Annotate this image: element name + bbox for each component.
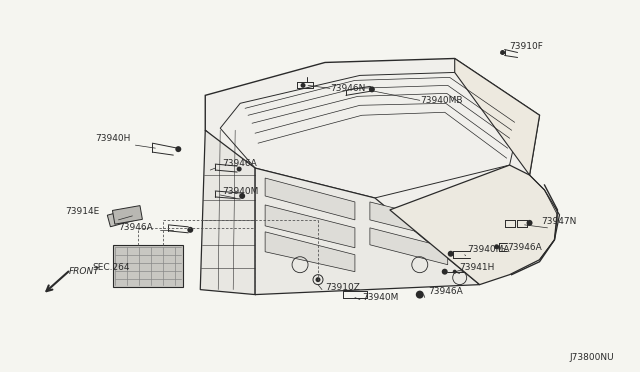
Circle shape — [175, 146, 181, 152]
Polygon shape — [454, 58, 540, 175]
Polygon shape — [390, 165, 559, 285]
Circle shape — [237, 167, 242, 171]
Text: 73946A: 73946A — [508, 243, 542, 252]
Circle shape — [188, 227, 193, 233]
Polygon shape — [370, 228, 448, 265]
Circle shape — [452, 270, 457, 274]
Circle shape — [442, 269, 448, 275]
Circle shape — [500, 50, 505, 55]
Circle shape — [316, 277, 321, 282]
Polygon shape — [265, 232, 355, 272]
Text: 73940M: 73940M — [222, 187, 259, 196]
Text: 73940H: 73940H — [95, 134, 131, 143]
Circle shape — [448, 251, 454, 257]
Circle shape — [239, 193, 245, 199]
Circle shape — [494, 244, 499, 249]
Circle shape — [527, 220, 532, 226]
Text: 73940M: 73940M — [362, 293, 398, 302]
Text: FRONT: FRONT — [68, 267, 99, 276]
Circle shape — [416, 291, 424, 299]
Text: 73940MB: 73940MB — [420, 96, 462, 105]
Text: SEC.264: SEC.264 — [93, 263, 130, 272]
Text: 73946N: 73946N — [330, 84, 365, 93]
Polygon shape — [113, 245, 183, 286]
Text: 73946A: 73946A — [118, 223, 153, 232]
Text: 73910Z: 73910Z — [325, 283, 360, 292]
Circle shape — [301, 83, 305, 88]
Text: 73946A: 73946A — [428, 287, 463, 296]
Bar — [113, 206, 142, 224]
Bar — [108, 209, 134, 227]
Circle shape — [369, 86, 375, 92]
Text: 73914E: 73914E — [65, 208, 100, 217]
Text: 73941H: 73941H — [460, 263, 495, 272]
Polygon shape — [370, 202, 450, 240]
Text: J73800NU: J73800NU — [570, 353, 614, 362]
Text: 73947N: 73947N — [541, 217, 577, 227]
Polygon shape — [265, 205, 355, 248]
Polygon shape — [205, 58, 540, 210]
Text: 73910F: 73910F — [509, 42, 543, 51]
Text: 73946A: 73946A — [222, 158, 257, 167]
Polygon shape — [265, 178, 355, 220]
Polygon shape — [200, 130, 255, 295]
Polygon shape — [255, 168, 479, 295]
Text: 73940MA: 73940MA — [468, 245, 510, 254]
